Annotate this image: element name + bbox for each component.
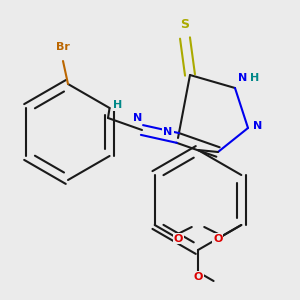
Text: N: N [164, 127, 172, 137]
Text: O: O [173, 233, 183, 244]
Text: Br: Br [56, 42, 70, 52]
Text: O: O [213, 233, 223, 244]
Text: H: H [113, 100, 123, 110]
Text: N: N [238, 73, 247, 83]
Text: H: H [250, 73, 260, 83]
Text: O: O [193, 272, 203, 282]
Text: N: N [134, 113, 142, 123]
Text: S: S [181, 17, 190, 31]
Text: N: N [254, 121, 262, 131]
